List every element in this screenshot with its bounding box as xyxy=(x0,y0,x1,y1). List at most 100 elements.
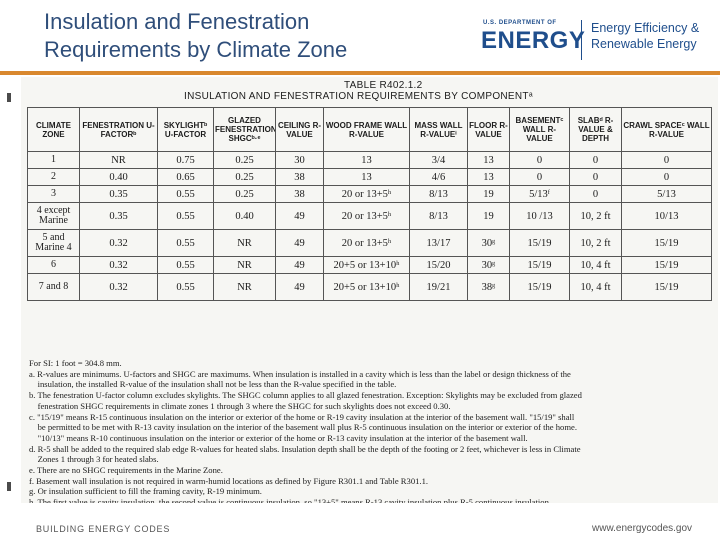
table-cell: 0.32 xyxy=(79,273,158,301)
table-cell: 38 xyxy=(275,168,324,186)
slide-title: Insulation and Fenestration Requirements… xyxy=(44,8,454,64)
column-header: CRAWL SPACEᶜ WALL R-VALUE xyxy=(621,107,712,152)
logo-tagline-line-2: Renewable Energy xyxy=(591,37,697,51)
table-cell: 0.32 xyxy=(79,256,158,274)
table-cell: 10/13 xyxy=(621,202,712,230)
table-cell: 0.35 xyxy=(79,202,158,230)
table-cell: 0.55 xyxy=(157,229,214,257)
table-cell: 4/6 xyxy=(409,168,468,186)
table-cell: 0.75 xyxy=(157,151,214,169)
table-cell: 0 xyxy=(569,151,622,169)
table-row: 6 0.32 0.55 NR 49 20+5 or 13+10ʰ 15/20 30ᵍ 15/19… xyxy=(27,256,712,274)
footnote-line: f. Basement wall insulation is not requi… xyxy=(29,475,429,486)
footnote-line: b. The fenestration U-factor column excl… xyxy=(29,390,582,401)
table-row: 7 and 8 0.32 0.55 NR 49 20+5 or 13+10ʰ 19/21 38… xyxy=(27,273,712,301)
bullet-marker xyxy=(7,93,11,102)
table-cell: 10, 4 ft xyxy=(569,256,622,274)
table-cell: 15/19 xyxy=(621,229,712,257)
table-cell: 38 xyxy=(275,185,324,203)
table-cell: 5/13 xyxy=(621,185,712,203)
column-header: FENESTRATION U-FACTORᵇ xyxy=(79,107,158,152)
slide-title-line-1: Insulation and Fenestration xyxy=(44,9,310,34)
footnote-line: insulation, the installed R-value of the… xyxy=(29,379,397,390)
table-cell: 0.65 xyxy=(157,168,214,186)
table-cell: 13 xyxy=(323,168,410,186)
table-cell: 10, 2 ft xyxy=(569,229,622,257)
climate-zone-cell: 3 xyxy=(27,185,80,203)
table-cell: 0 xyxy=(569,185,622,203)
table-row: 1 NR 0.75 0.25 30 13 3/4 13 0 0 0 xyxy=(27,151,712,169)
footnote-line: For SI: 1 foot = 304.8 mm. xyxy=(29,358,122,368)
title-accent-rule xyxy=(0,71,720,75)
table-row: 4 except Marine 0.35 0.55 0.40 49 20 or 13+5ʰ… xyxy=(27,202,712,230)
table-cell: 49 xyxy=(275,229,324,257)
footnote-line: fenestration SHGC requirements in climat… xyxy=(29,400,451,411)
table-cell: 10, 4 ft xyxy=(569,273,622,301)
climate-zone-cell: 1 xyxy=(27,151,80,169)
table-row: 2 0.40 0.65 0.25 38 13 4/6 13 0 0 0 xyxy=(27,168,712,186)
table-cell: 15/19 xyxy=(509,229,570,257)
table-cell: 19 xyxy=(467,185,510,203)
table-row: 5 and Marine 4 0.32 0.55 NR 49 20 or 13+5ʰ 13/… xyxy=(27,229,712,257)
table-cell: NR xyxy=(213,256,276,274)
bullet-marker xyxy=(7,482,11,491)
requirements-table: CLIMATE ZONE FENESTRATION U-FACTORᵇ SKYLIG… xyxy=(27,107,712,301)
footer-program-name: BUILDING ENERGY CODES xyxy=(36,524,171,534)
logo-divider xyxy=(581,20,582,60)
table-cell: 30 xyxy=(275,151,324,169)
table-cell: 13 xyxy=(467,151,510,169)
table-row: 3 0.35 0.55 0.25 38 20 or 13+5ʰ 8/13 19 5/13ᶠ 0 5/… xyxy=(27,185,712,203)
footer-website-link[interactable]: www.energycodes.gov xyxy=(592,523,693,534)
table-cell: 0.55 xyxy=(157,256,214,274)
table-cell: 20+5 or 13+10ʰ xyxy=(323,273,410,301)
footnote-line: Zones 1 through 3 for heated slabs. xyxy=(29,454,159,465)
table-cell: 20+5 or 13+10ʰ xyxy=(323,256,410,274)
column-header: WOOD FRAME WALL R-VALUE xyxy=(323,107,410,152)
column-header: BASEMENTᶜ WALL R-VALUE xyxy=(509,107,570,152)
table-cell: 0.40 xyxy=(79,168,158,186)
logo-tagline-line-1: Energy Efficiency & xyxy=(591,21,700,35)
column-header: SKYLIGHTᵇ U-FACTOR xyxy=(157,107,214,152)
table-cell: 13/17 xyxy=(409,229,468,257)
table-cell: 20 or 13+5ʰ xyxy=(323,202,410,230)
climate-zone-cell: 6 xyxy=(27,256,80,274)
column-header: SLABᵈ R-VALUE & DEPTH xyxy=(569,107,622,152)
column-header: MASS WALL R-VALUEⁱ xyxy=(409,107,468,152)
table-cell: 15/19 xyxy=(621,273,712,301)
table-cell: 0.25 xyxy=(213,151,276,169)
table-cell: 0 xyxy=(509,151,570,169)
footnote-line: h. The first value is cavity insulation,… xyxy=(29,497,552,503)
climate-zone-cell: 2 xyxy=(27,168,80,186)
climate-zone-cell: 7 and 8 xyxy=(27,273,80,301)
table-cell: 0.25 xyxy=(213,168,276,186)
table-cell: 13 xyxy=(467,168,510,186)
table-cell: 49 xyxy=(275,202,324,230)
doe-eere-logo: U.S. DEPARTMENT OF ENERGY Energy Efficie… xyxy=(480,14,716,62)
footnote-line: d. R-5 shall be added to the required sl… xyxy=(29,443,581,454)
column-header: FLOOR R-VALUE xyxy=(467,107,510,152)
table-number: TABLE R402.1.2 xyxy=(344,80,423,91)
footnote-line: "10/13" means R-10 continuous insulation… xyxy=(29,432,528,443)
table-cell: 15/19 xyxy=(509,256,570,274)
table-cell: 15/19 xyxy=(509,273,570,301)
slide-title-line-2: Requirements by Climate Zone xyxy=(44,37,348,62)
table-cell: 20 or 13+5ʰ xyxy=(323,229,410,257)
table-cell: 0.32 xyxy=(79,229,158,257)
table-cell: 0.55 xyxy=(157,273,214,301)
table-cell: 0.25 xyxy=(213,185,276,203)
table-cell: 13 xyxy=(323,151,410,169)
code-table-scan: TABLE R402.1.2 INSULATION AND FENESTRATI… xyxy=(21,77,718,503)
table-cell: 19/21 xyxy=(409,273,468,301)
logo-department: U.S. DEPARTMENT OF xyxy=(483,20,557,26)
table-cell: 3/4 xyxy=(409,151,468,169)
table-cell: 19 xyxy=(467,202,510,230)
table-cell: 38ᵍ xyxy=(467,273,510,301)
table-footnotes: For SI: 1 foot = 304.8 mm. a. R-values ar… xyxy=(29,358,713,503)
footnote-line: g. Or insulation sufficient to fill the … xyxy=(29,486,262,497)
table-cell: 10 /13 xyxy=(509,202,570,230)
table-cell: 30ᵍ xyxy=(467,256,510,274)
logo-wordmark: ENERGY xyxy=(481,27,586,54)
table-cell: 0.40 xyxy=(213,202,276,230)
column-header: CLIMATE ZONE xyxy=(27,107,80,152)
table-caption: INSULATION AND FENESTRATION REQUIREMENTS… xyxy=(184,91,533,102)
